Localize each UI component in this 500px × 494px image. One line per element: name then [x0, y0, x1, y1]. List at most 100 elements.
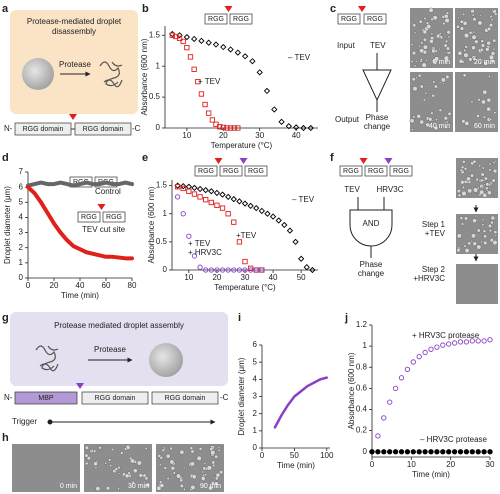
droplet [189, 446, 194, 450]
point [191, 191, 198, 197]
droplet [474, 214, 477, 218]
y-tick-label: 1 [253, 426, 258, 435]
point [422, 449, 428, 455]
droplet [474, 39, 479, 44]
droplet [179, 483, 184, 488]
y-axis-title: Absorbance (600 nm) [147, 186, 156, 263]
point [191, 253, 198, 259]
cut-site [224, 6, 233, 12]
point [225, 193, 232, 201]
time-label: 30 min [128, 483, 149, 490]
panel-label: d [2, 152, 9, 164]
droplet [464, 45, 468, 49]
y-axis-title: Droplet diameter (μm) [3, 186, 12, 264]
droplet [419, 119, 425, 125]
droplet [191, 474, 197, 480]
droplet [459, 216, 464, 220]
droplet [488, 168, 492, 172]
time-label: 20 min [474, 59, 495, 66]
series-label: – TEV [288, 53, 311, 62]
domain [244, 165, 268, 177]
point [241, 200, 249, 207]
droplet [463, 32, 470, 39]
cut-site [239, 158, 248, 164]
point [416, 449, 422, 455]
droplet [483, 240, 488, 246]
droplet [444, 126, 448, 130]
droplet [413, 31, 417, 35]
droplet [460, 44, 463, 47]
point [434, 449, 440, 455]
y-axis-title: Droplet diameter (μm) [237, 357, 246, 435]
y-tick-label: 0.5 [156, 237, 168, 246]
panel-label: c [330, 3, 336, 15]
droplet [412, 115, 416, 119]
droplet [189, 488, 193, 492]
droplet [201, 470, 205, 474]
droplet [212, 463, 216, 468]
droplet [420, 41, 424, 45]
domain [204, 13, 228, 25]
point [224, 125, 230, 131]
point [256, 69, 263, 76]
point [216, 124, 223, 130]
point [186, 233, 192, 239]
droplet [456, 24, 460, 29]
point [286, 227, 294, 234]
cut-site [214, 158, 223, 164]
droplet [470, 9, 475, 14]
droplet [108, 458, 112, 462]
x-tick-label: 40 [269, 273, 278, 282]
point [184, 44, 190, 51]
droplet [214, 481, 219, 486]
point [440, 342, 446, 348]
y-tick-label: 0 [156, 123, 161, 132]
droplet [425, 122, 430, 128]
point [185, 183, 192, 190]
droplet [419, 84, 424, 89]
droplet [480, 240, 483, 244]
point [381, 415, 387, 421]
domain-label: RGG domain [95, 395, 136, 402]
domain [219, 165, 243, 177]
panel-label: a [2, 3, 9, 15]
droplet [147, 453, 150, 456]
droplet [429, 38, 434, 44]
droplet [486, 40, 491, 46]
point [481, 338, 487, 344]
droplet [459, 168, 463, 172]
droplet [468, 30, 473, 35]
panel-label: f [330, 152, 334, 164]
point [195, 78, 201, 85]
x-tick-label: 60 [102, 281, 111, 290]
droplet [435, 118, 438, 121]
y-tick-label: 5 [253, 357, 258, 366]
droplet [481, 166, 485, 170]
droplet [434, 49, 438, 53]
droplet [157, 454, 162, 458]
x-tick-label: 0 [260, 451, 265, 460]
droplet [493, 28, 497, 32]
x-tick-label: 30 [241, 273, 250, 282]
domain-label: RGG [341, 16, 357, 23]
point [174, 184, 181, 190]
droplet [206, 465, 212, 471]
cut-site [76, 383, 84, 389]
droplet [165, 453, 171, 459]
and-gate [349, 209, 393, 247]
droplet [118, 449, 121, 452]
point [387, 399, 393, 405]
droplet [438, 81, 442, 84]
point [247, 267, 254, 273]
y-tick-label: 1.2 [356, 320, 368, 329]
droplet [431, 93, 436, 98]
droplet [182, 487, 186, 491]
label: Output [335, 115, 360, 124]
label: N- [4, 124, 13, 133]
point [227, 125, 234, 131]
point [253, 204, 260, 212]
droplet [456, 233, 462, 239]
point [416, 354, 422, 360]
droplet [461, 190, 467, 197]
